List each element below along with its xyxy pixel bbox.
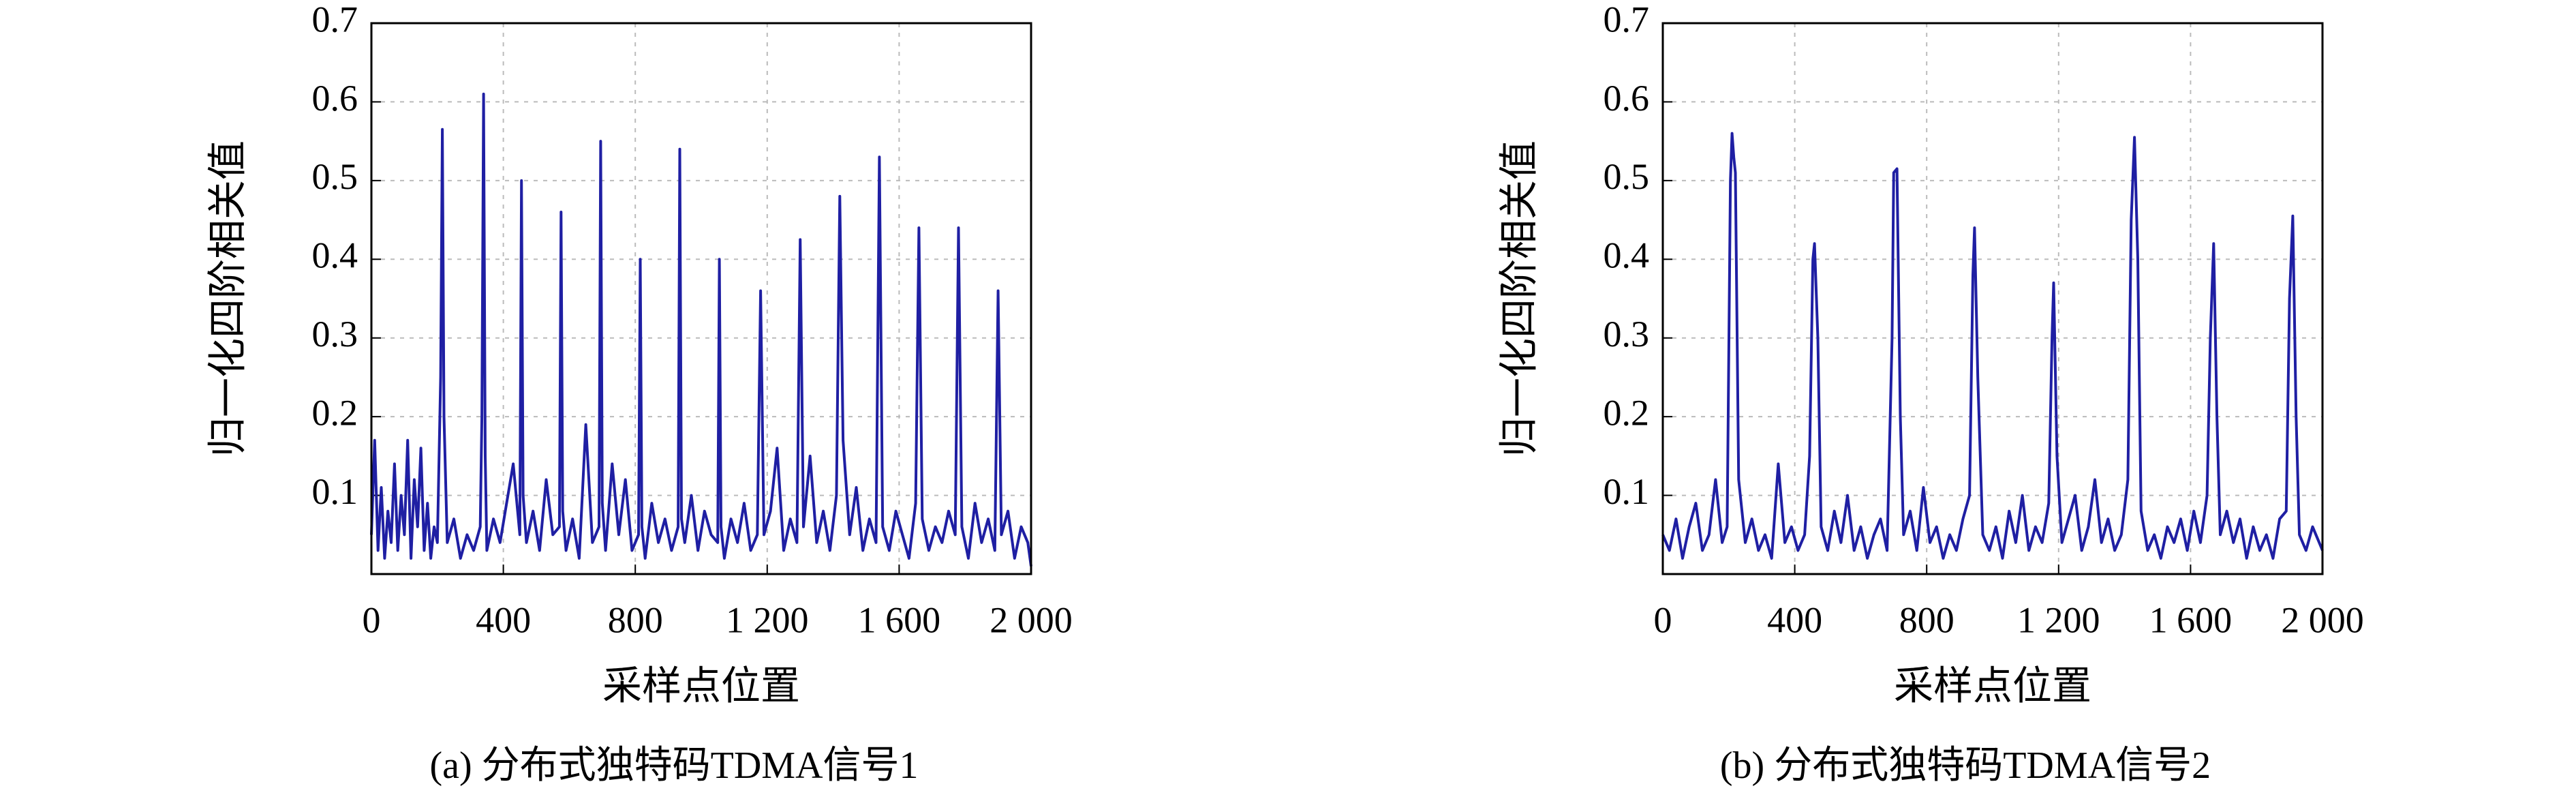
y-tick-label: 0.7 [1604,0,1650,40]
x-tick-label: 1 200 [726,599,809,640]
x-tick-label: 1 600 [2149,599,2233,640]
x-tick-label: 800 [608,599,663,640]
y-tick-label: 0.6 [1604,78,1650,119]
y-axis-label: 归一化四阶相关值 [205,140,249,457]
y-tick-label: 0.2 [1604,393,1650,434]
chart: 0.1 0.2 0.3 0.4 0.5 0.6 0.7 0 400 800 1 200 1 600 2 … [205,0,1072,787]
x-tick-label: 2 000 [2281,599,2364,640]
x-axis-label: 采样点位置 [602,663,800,708]
caption: (a) 分布式独特码TDMA信号1 [429,745,918,787]
y-tick-label: 0.5 [1604,156,1650,197]
x-tick-label: 400 [1767,599,1822,640]
y-tick-label: 0.3 [312,314,358,355]
plot-frame [1661,22,2324,575]
y-tick-label: 0.4 [312,235,358,276]
y-axis-label: 归一化四阶相关值 [1497,140,1541,457]
y-tick-label: 0.1 [312,471,358,512]
data-line [1661,132,2324,560]
x-tick-label: 0 [363,599,381,640]
y-tick-label: 0.2 [312,393,358,434]
y-tick-label: 0.5 [312,156,358,197]
y-tick-label: 0.7 [312,0,358,40]
x-tick-label: 1 600 [858,599,941,640]
x-tick-label: 800 [1899,599,1954,640]
x-tick-label: 0 [1654,599,1672,640]
caption: (b) 分布式独特码TDMA信号2 [1720,745,2211,787]
x-tick-label: 1 200 [2017,599,2100,640]
x-tick-label: 400 [476,599,531,640]
y-tick-label: 0.3 [1604,314,1650,355]
chart: 0.1 0.2 0.3 0.4 0.5 0.6 0.7 0 400 800 1 200 1 600 2 … [1497,0,2363,787]
data-line [370,92,1032,567]
plot-frame [370,22,1032,575]
y-tick-label: 0.6 [312,78,358,119]
y-tick-label: 0.1 [1604,471,1650,512]
x-tick-label: 2 000 [990,599,1073,640]
y-tick-label: 0.4 [1604,235,1650,276]
x-axis-label: 采样点位置 [1894,663,2091,708]
